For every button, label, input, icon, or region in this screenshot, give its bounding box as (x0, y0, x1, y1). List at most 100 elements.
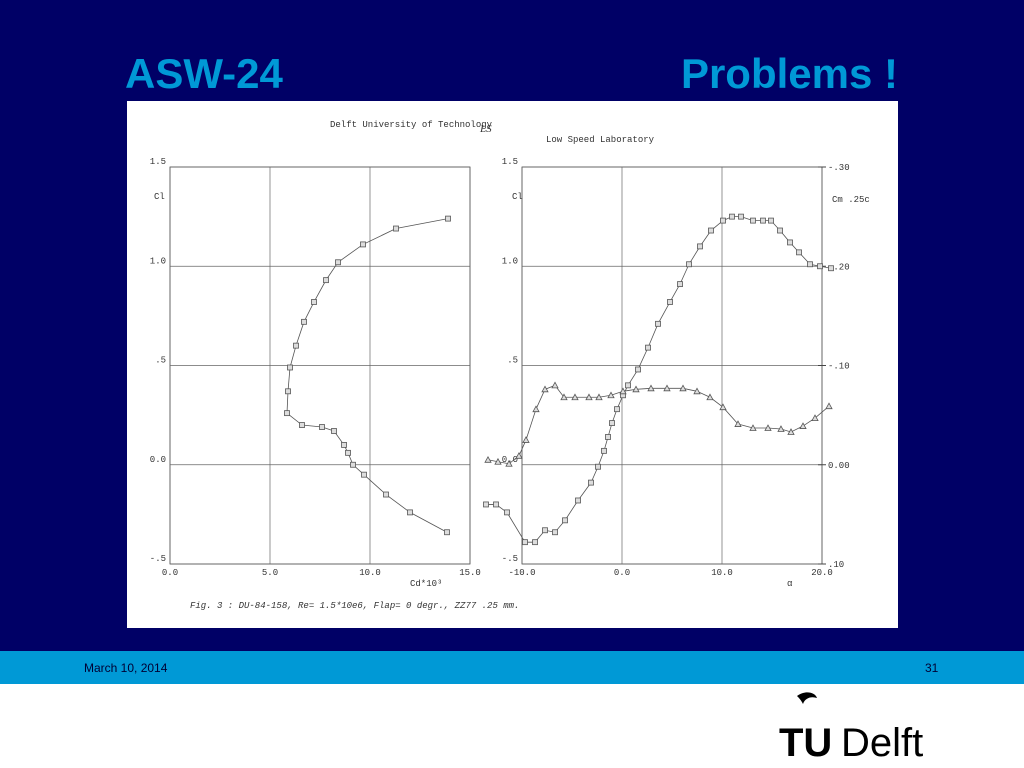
x-tick-label: 5.0 (262, 568, 278, 578)
data-point (444, 529, 450, 536)
date: March 10, 2014 (84, 661, 168, 675)
data-point (522, 436, 530, 443)
data-point (625, 382, 631, 389)
data-point (551, 381, 559, 389)
data-point (407, 509, 413, 516)
data-point (760, 217, 766, 224)
data-point (777, 227, 783, 234)
data-point (287, 364, 293, 371)
data-point (729, 213, 735, 220)
y-tick-label: 1.0 (150, 256, 166, 266)
lab-logo: LS (479, 123, 492, 135)
data-point (706, 393, 714, 401)
data-point (825, 402, 833, 410)
data-point (777, 425, 785, 432)
x-tick-label: 20.0 (811, 568, 833, 578)
data-point (445, 215, 451, 222)
data-point (645, 344, 651, 351)
data-point (595, 463, 601, 470)
data-point (493, 501, 499, 508)
y-tick-label: -.5 (150, 554, 166, 564)
data-point (542, 527, 548, 534)
data-point (341, 441, 347, 448)
data-point (335, 259, 341, 266)
data-point (311, 299, 317, 305)
data-point (361, 471, 367, 478)
data-point (817, 263, 823, 270)
scan-background (127, 101, 898, 628)
data-point (719, 403, 727, 411)
data-point (708, 227, 714, 234)
y2-tick-label: -.30 (828, 163, 850, 173)
data-point (532, 405, 540, 413)
data-point (619, 387, 627, 395)
data-point (484, 455, 492, 463)
y2-tick-label: -.20 (828, 262, 850, 272)
data-point (393, 225, 399, 232)
data-point (483, 501, 489, 508)
logo: TU Delft (779, 692, 923, 765)
data-point (515, 451, 523, 459)
data-point (647, 384, 655, 392)
x-tick-label: 15.0 (459, 568, 481, 578)
y2-tick-label: .10 (828, 560, 844, 570)
data-point (323, 277, 329, 284)
data-point (807, 261, 813, 268)
data-point (293, 342, 299, 349)
y-tick-label: 1.5 (150, 157, 166, 167)
data-point (504, 509, 510, 516)
y2-axis-label: Cm .25c (832, 195, 870, 205)
data-point (532, 539, 538, 546)
y2-tick-label: 0.00 (828, 461, 850, 471)
data-point (799, 422, 807, 429)
data-point (663, 384, 671, 392)
y2-tick-label: -.10 (828, 362, 850, 372)
data-point (285, 388, 291, 395)
title-left: ASW-24 (125, 50, 283, 97)
data-point (301, 318, 307, 325)
data-point (560, 393, 568, 401)
data-point (679, 384, 687, 392)
data-point (562, 517, 568, 524)
data-point (677, 281, 683, 288)
data-point (575, 497, 581, 504)
logo-flame (797, 692, 817, 704)
data-point (319, 424, 325, 430)
data-point (787, 428, 795, 435)
logo-tu: TU (779, 721, 832, 765)
data-point (345, 449, 351, 456)
x-axis-label: Cd*10³ (410, 579, 442, 589)
data-point (655, 320, 661, 327)
data-point (697, 243, 703, 250)
x-tick-label: 10.0 (711, 568, 733, 578)
data-point (720, 217, 726, 224)
data-point (635, 366, 641, 373)
data-point (614, 406, 620, 413)
data-point (667, 299, 673, 305)
data-point (299, 422, 305, 428)
data-point (601, 447, 607, 454)
institution: Delft University of Technology (330, 120, 493, 130)
data-point (609, 420, 615, 426)
data-point (750, 217, 756, 224)
data-point (749, 424, 757, 431)
y-tick-label: -.5 (502, 554, 518, 564)
data-point (284, 410, 290, 417)
data-point (588, 479, 594, 486)
data-point (764, 424, 772, 431)
data-point (522, 539, 528, 546)
caption: Fig. 3 : DU-84-158, Re= 1.5*10e6, Flap= … (190, 601, 519, 611)
scan-figure: Delft University of Technology LS Low Sp… (127, 101, 898, 628)
y-tick-label: .5 (155, 356, 166, 366)
data-point (811, 414, 819, 422)
data-point (360, 241, 366, 248)
y-axis-label: Cl (512, 192, 523, 202)
lab: Low Speed Laboratory (546, 135, 655, 145)
data-point (541, 385, 549, 393)
data-point (383, 491, 389, 498)
logo-delft: Delft (841, 721, 923, 765)
data-point (693, 387, 701, 395)
data-point (768, 217, 774, 224)
data-point (787, 239, 793, 246)
